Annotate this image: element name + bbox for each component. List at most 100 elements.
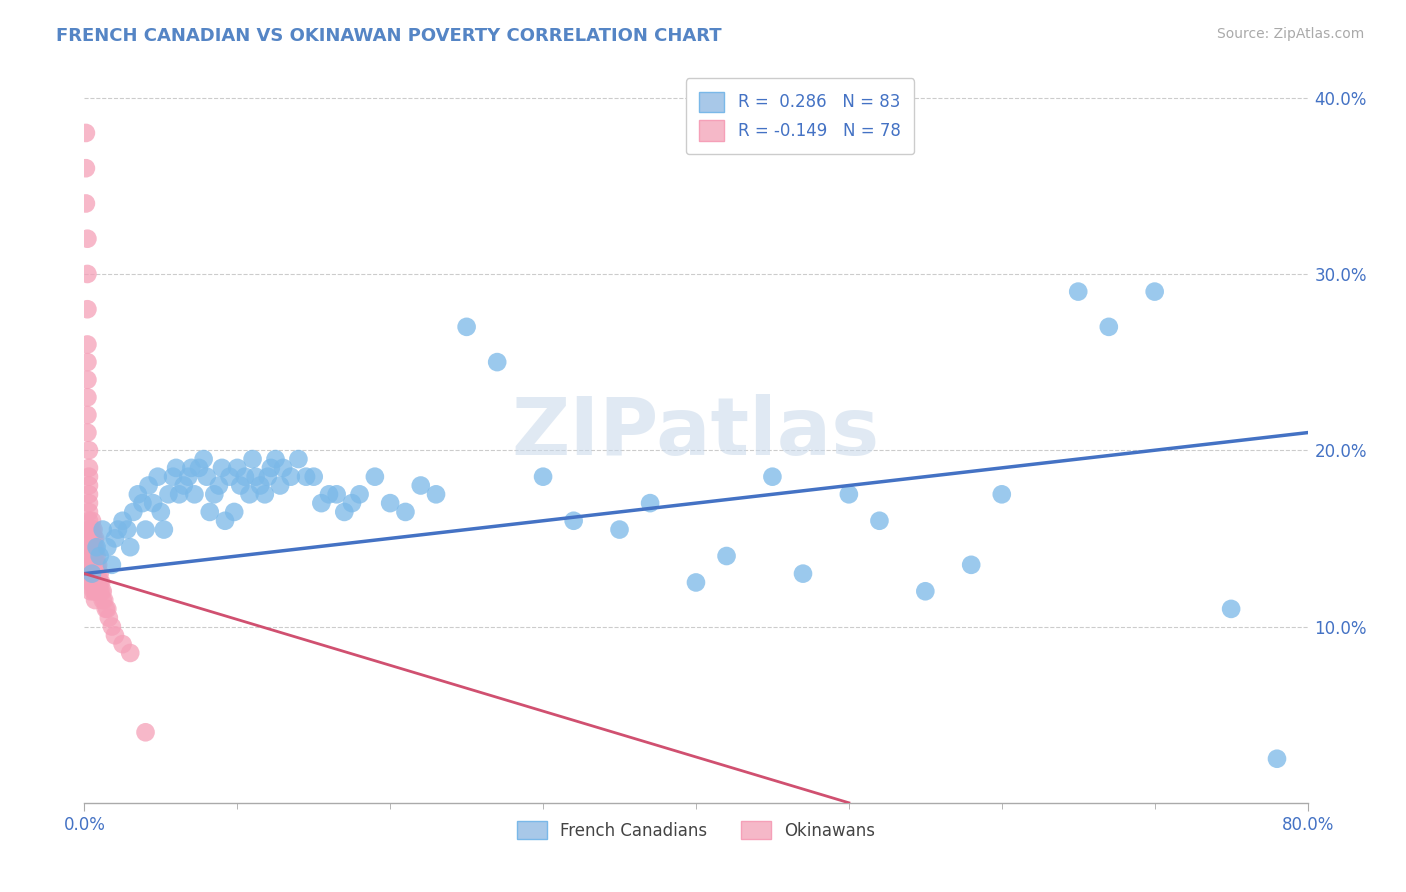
Point	[104, 532, 127, 546]
Point	[165, 461, 187, 475]
Point	[77, 496, 100, 510]
Point	[76, 408, 98, 422]
Point	[97, 610, 120, 624]
Point	[195, 469, 218, 483]
Point	[76, 390, 98, 404]
Point	[280, 469, 302, 483]
Point	[79, 523, 101, 537]
Point	[89, 549, 111, 563]
Point	[142, 496, 165, 510]
Point	[131, 496, 153, 510]
Point	[1143, 285, 1166, 299]
Point	[349, 487, 371, 501]
Point	[792, 566, 814, 581]
Point	[167, 487, 190, 501]
Point	[75, 126, 97, 140]
Point	[271, 461, 294, 475]
Point	[77, 469, 100, 483]
Point	[685, 575, 707, 590]
Point	[91, 584, 114, 599]
Point	[269, 478, 291, 492]
Point	[456, 319, 478, 334]
Point	[101, 619, 124, 633]
Point	[120, 646, 142, 660]
Point	[79, 558, 101, 572]
Point	[157, 487, 180, 501]
Point	[425, 487, 447, 501]
Point	[83, 558, 105, 572]
Point	[76, 302, 98, 317]
Point	[89, 584, 111, 599]
Legend: French Canadians, Okinawans: French Canadians, Okinawans	[510, 814, 882, 847]
Point	[79, 584, 101, 599]
Point	[127, 487, 149, 501]
Point	[394, 505, 416, 519]
Point	[77, 505, 100, 519]
Point	[253, 487, 276, 501]
Point	[138, 478, 160, 492]
Point	[79, 566, 101, 581]
Point	[531, 469, 554, 483]
Point	[79, 575, 101, 590]
Point	[80, 514, 103, 528]
Point	[87, 575, 110, 590]
Point	[226, 461, 249, 475]
Point	[1067, 285, 1090, 299]
Point	[80, 575, 103, 590]
Point	[245, 469, 267, 483]
Point	[91, 523, 114, 537]
Point	[177, 469, 200, 483]
Point	[120, 540, 142, 554]
Point	[325, 487, 347, 501]
Point	[1265, 752, 1288, 766]
Point	[238, 487, 260, 501]
Point	[761, 469, 783, 483]
Point	[94, 602, 117, 616]
Point	[153, 523, 176, 537]
Point	[80, 566, 103, 581]
Point	[90, 584, 112, 599]
Point	[180, 461, 202, 475]
Point	[89, 566, 111, 581]
Point	[89, 575, 111, 590]
Point	[83, 523, 105, 537]
Point	[76, 373, 98, 387]
Point	[135, 725, 157, 739]
Point	[84, 549, 107, 563]
Point	[77, 523, 100, 537]
Point	[364, 469, 387, 483]
Point	[162, 469, 184, 483]
Point	[75, 161, 97, 176]
Point	[716, 549, 738, 563]
Point	[77, 478, 100, 492]
Point	[80, 532, 103, 546]
Point	[1098, 319, 1121, 334]
Point	[869, 514, 891, 528]
Point	[79, 532, 101, 546]
Point	[960, 558, 983, 572]
Point	[260, 461, 283, 475]
Point	[146, 469, 169, 483]
Point	[211, 461, 233, 475]
Point	[318, 487, 340, 501]
Point	[214, 514, 236, 528]
Point	[333, 505, 356, 519]
Point	[257, 469, 280, 483]
Text: ZIPatlas: ZIPatlas	[512, 393, 880, 472]
Point	[76, 425, 98, 440]
Point	[242, 452, 264, 467]
Point	[80, 540, 103, 554]
Point	[80, 566, 103, 581]
Point	[86, 584, 108, 599]
Point	[83, 549, 105, 563]
Point	[76, 337, 98, 351]
Point	[380, 496, 402, 510]
Point	[264, 452, 287, 467]
Point	[86, 566, 108, 581]
Point	[77, 443, 100, 458]
Point	[77, 461, 100, 475]
Point	[83, 540, 105, 554]
Point	[90, 575, 112, 590]
Point	[80, 549, 103, 563]
Point	[84, 575, 107, 590]
